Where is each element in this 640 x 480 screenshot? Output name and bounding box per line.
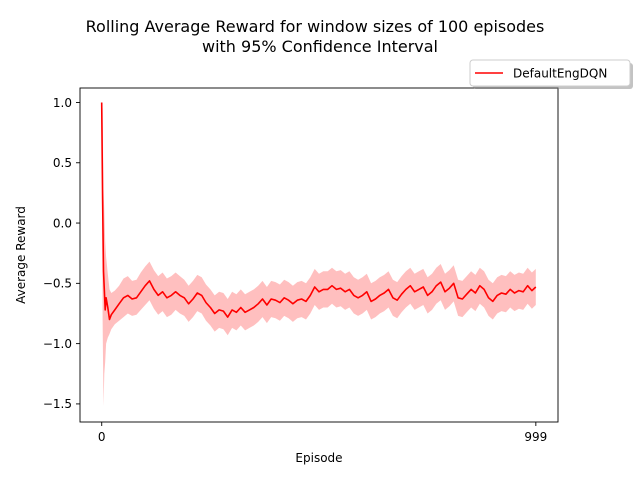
x-axis-ticks: 0 999: [98, 422, 547, 444]
confidence-interval-band: [101, 102, 536, 407]
y-tick-label: 1.0: [53, 96, 72, 110]
chart-title-line-2: with 95% Confidence Interval: [202, 37, 438, 56]
legend: DefaultEngDQN: [469, 59, 633, 89]
x-tick-label: 0: [98, 430, 106, 444]
series-line-defaultengdqn: [100, 102, 537, 321]
x-tick-label: 999: [524, 430, 547, 444]
y-tick-label: −1.5: [43, 397, 72, 411]
axes-frame: [79, 87, 559, 423]
y-axis-ticks: 1.0 0.5 0.0 −0.5 −1.0 −1.5: [43, 96, 80, 411]
y-tick-label: −1.0: [43, 337, 72, 351]
x-axis-label: Episode: [295, 451, 342, 465]
plot-area: [100, 102, 537, 407]
legend-box: [469, 59, 631, 87]
y-tick-label: 0.0: [53, 216, 72, 230]
legend-label-defaultengdqn: DefaultEngDQN: [513, 67, 607, 81]
chart-title-line-1: Rolling Average Reward for window sizes …: [86, 17, 545, 36]
y-tick-label: 0.5: [53, 156, 72, 170]
y-tick-label: −0.5: [43, 277, 72, 291]
y-axis-label: Average Reward: [14, 206, 28, 304]
